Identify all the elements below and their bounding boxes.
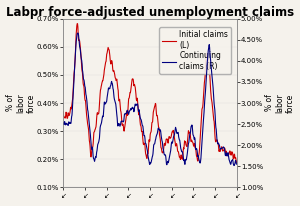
Continuing
claims (R) — [145, 148, 149, 150]
Line: Initial claims
(L): Initial claims (L) — [63, 24, 237, 163]
Continuing
claims (R) — [231, 159, 235, 162]
Y-axis label: % of
labor
force: % of labor force — [265, 93, 294, 113]
Initial claims
(L) — [144, 153, 148, 156]
Continuing
claims (R) — [144, 143, 148, 145]
Continuing
claims (R) — [61, 122, 65, 124]
Continuing
claims (R) — [235, 163, 238, 165]
Initial claims
(L) — [204, 59, 208, 62]
Initial claims
(L) — [145, 157, 149, 160]
Initial claims
(L) — [235, 161, 238, 164]
Y-axis label: % of
labor
force: % of labor force — [6, 93, 35, 113]
Initial claims
(L) — [165, 138, 169, 141]
Initial claims
(L) — [61, 111, 65, 113]
Continuing
claims (R) — [165, 164, 169, 166]
Initial claims
(L) — [231, 154, 235, 157]
Line: Continuing
claims (R): Continuing claims (R) — [63, 33, 237, 166]
Initial claims
(L) — [156, 116, 159, 118]
Continuing
claims (R) — [76, 32, 80, 34]
Continuing
claims (R) — [204, 86, 208, 88]
Title: Labpr force-adjusted unemployment claims: Labpr force-adjusted unemployment claims — [6, 6, 294, 19]
Legend: Initial claims
(L), Continuing
claims (R): Initial claims (L), Continuing claims (R… — [159, 27, 231, 74]
Continuing
claims (R) — [156, 131, 159, 134]
Continuing
claims (R) — [232, 164, 236, 167]
Initial claims
(L) — [76, 22, 79, 25]
